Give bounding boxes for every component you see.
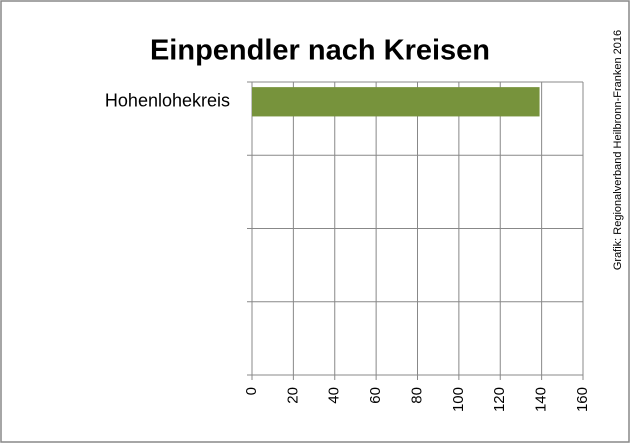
x-tick-label: 0 [243,387,260,395]
x-tick-label: 120 [491,387,508,412]
bar [252,87,540,117]
credit: Grafik: Regionalverband Heilbronn-Franke… [612,30,624,270]
x-tick-label: 160 [574,387,591,412]
y-tick-label: Hohenlohekreis [105,91,230,111]
x-tick-label: 100 [450,387,467,412]
x-tick-label: 40 [326,387,343,404]
x-tick-label: 60 [367,387,384,404]
x-tick-label: 80 [408,387,425,404]
x-tick-label: 20 [284,387,301,404]
x-tick-label: 140 [533,387,550,412]
chart-title: Einpendler nach Kreisen [150,35,490,67]
